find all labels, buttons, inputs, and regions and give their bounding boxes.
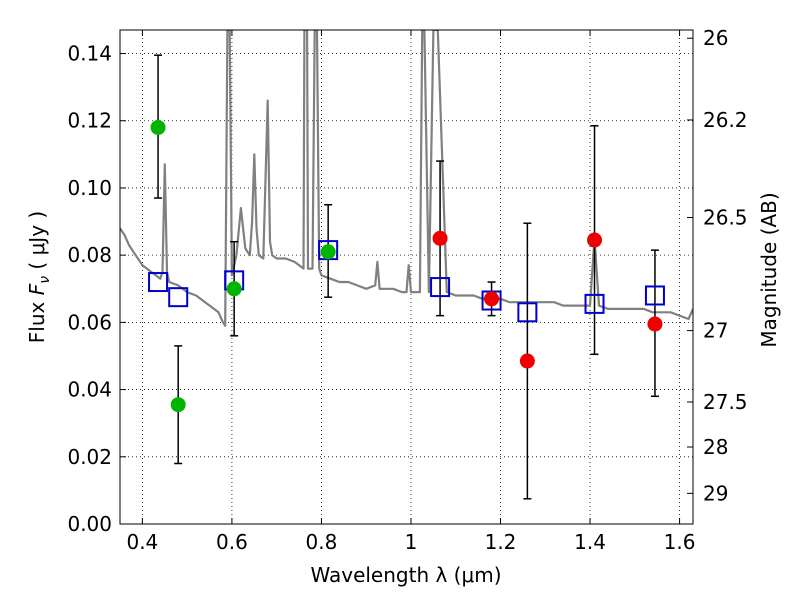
- x-tick-label: 0.6: [216, 530, 248, 554]
- x-tick-label: 0.8: [306, 530, 338, 554]
- y2-tick-label: 26.5: [703, 205, 748, 229]
- red-observed-point: [519, 353, 535, 369]
- y-axis-label-prefix: Flux: [25, 295, 49, 343]
- x-tick-label: 1.2: [485, 530, 517, 554]
- y-tick-label: 0.06: [67, 310, 112, 334]
- red-observed-point: [587, 232, 603, 248]
- y-axis-label-symbol: F: [25, 283, 49, 295]
- green-observed-point: [150, 119, 166, 135]
- model-square-point: [517, 302, 538, 323]
- y-tick-label: 0.00: [67, 512, 112, 536]
- model-square-point: [584, 293, 605, 314]
- x-tick-label: 1.6: [664, 530, 696, 554]
- model-square-point: [430, 277, 451, 298]
- green-observed-point: [170, 397, 186, 413]
- y2-tick-label: 27: [703, 319, 728, 343]
- y2-axis-label: Magnitude (AB): [757, 192, 781, 347]
- y-tick-label: 0.08: [67, 243, 112, 267]
- x-tick-label: 0.4: [126, 530, 158, 554]
- model-square-point: [644, 285, 665, 306]
- y-axis-label-suffix: ( μJy ): [25, 211, 49, 276]
- model-square-point: [168, 287, 189, 308]
- green-observed-point: [320, 244, 336, 260]
- red-observed-point: [647, 316, 663, 332]
- y2-tick-label: 27.5: [703, 390, 748, 414]
- y2-tick-label: 26.2: [703, 108, 748, 132]
- y2-tick-label: 26: [703, 26, 728, 50]
- y-tick-label: 0.02: [67, 445, 112, 469]
- plot-area: [120, 30, 693, 500]
- observed-point-layer: [150, 119, 663, 413]
- x-tick-label: 1: [405, 530, 418, 554]
- y-axis-label: Flux Fν ( μJy ): [25, 211, 53, 343]
- y-tick-label: 0.04: [67, 378, 112, 402]
- red-observed-point: [484, 291, 500, 307]
- spectrum-line: [120, 30, 693, 327]
- y-tick-label: 0.14: [67, 42, 112, 66]
- model-square-point: [148, 272, 169, 293]
- x-axis-label: Wavelength λ (μm): [310, 563, 501, 587]
- y-axis-label-subscript: ν: [37, 276, 53, 284]
- model-square-layer: [148, 240, 665, 323]
- plot-frame: [119, 29, 694, 525]
- x-tick-label: 1.4: [574, 530, 606, 554]
- y2-tick-label: 28: [703, 435, 728, 459]
- y-tick-label: 0.12: [67, 109, 112, 133]
- y2-tick-label: 29: [703, 481, 728, 505]
- tick-layer: 0.4 0.6 0.8 1 1.2 1.4 1.6 0.00 0.02 0.04 0.06 0.08 0…: [67, 26, 747, 554]
- red-observed-point: [432, 230, 448, 246]
- green-observed-point: [226, 281, 242, 297]
- y-tick-label: 0.10: [67, 176, 112, 200]
